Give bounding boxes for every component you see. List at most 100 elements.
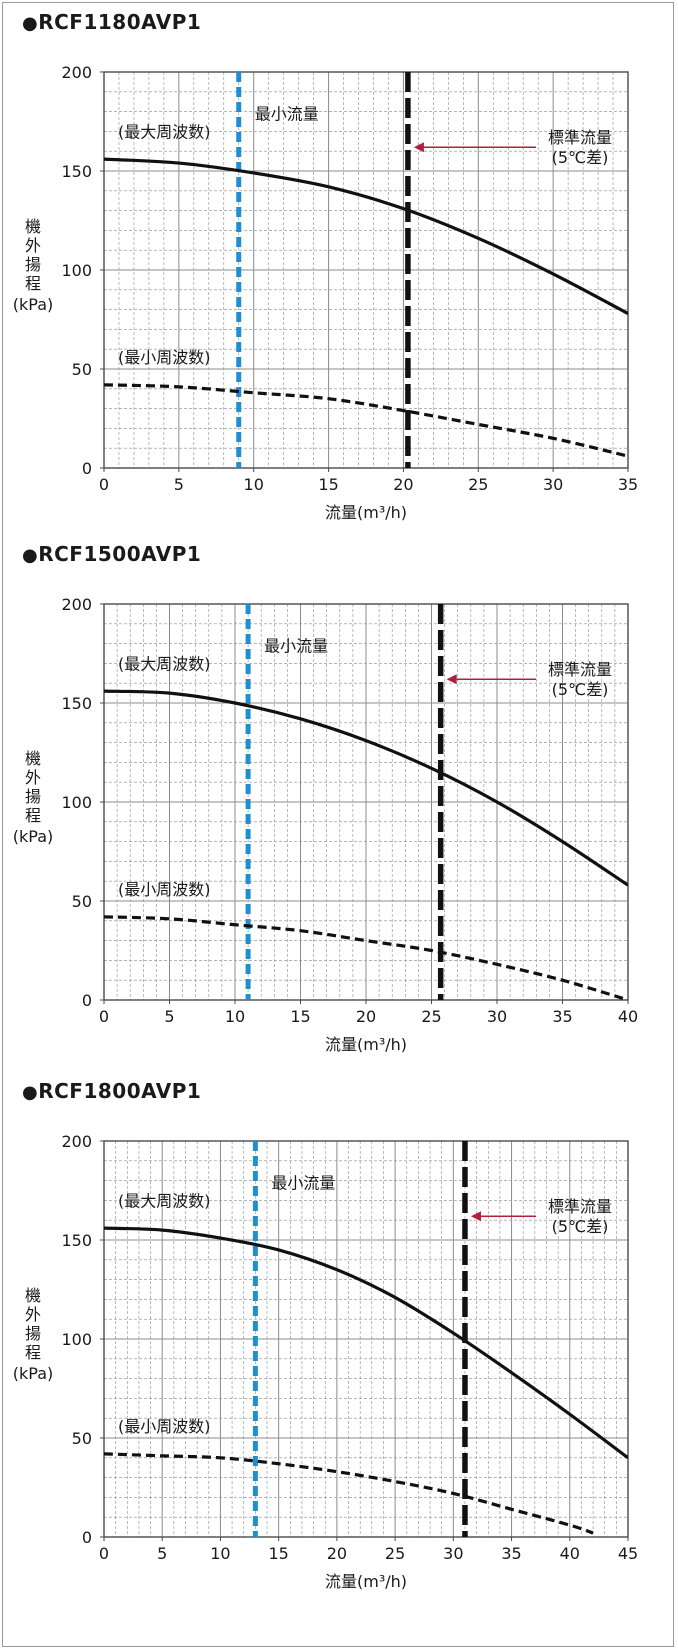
y-tick-label: 50	[72, 1429, 92, 1448]
chart-title-text: RCF1180AVP1	[38, 10, 202, 34]
bullet-icon: ●	[22, 1082, 39, 1103]
chart-title-text: RCF1500AVP1	[38, 542, 202, 566]
series-max-frequency-line	[104, 689, 628, 887]
x-tick-label: 35	[552, 1007, 572, 1026]
x-axis-label: 流量(m³/h)	[325, 1572, 407, 1591]
x-tick-label: 5	[164, 1007, 174, 1026]
y-tick-label: 150	[61, 1231, 92, 1250]
chart-title: ●RCF1800AVP1	[22, 1079, 201, 1103]
x-tick-label: 25	[385, 1544, 405, 1563]
standard-flow-sublabel: (5℃差)	[552, 148, 609, 167]
x-tick-label: 5	[157, 1544, 167, 1563]
standard-flow-sublabel: (5℃差)	[552, 1217, 609, 1236]
y-tick-label: 0	[82, 991, 92, 1010]
x-tick-label: 10	[210, 1544, 230, 1563]
chart-panel-rcf1800avp1: ●RCF1800AVP1 0 5 10 15 20 25 30 35 40 45 0 50 100 150…	[0, 1069, 678, 1609]
series-label-max-frequency: (最大周波数)	[118, 1191, 211, 1210]
y-tick-label: 100	[61, 793, 92, 812]
x-tick-label: 10	[225, 1007, 245, 1026]
chart-svg: 0 5 10 15 20 25 30 35 40 45 0 50 100 150 200 流量(m³/h) 機外…	[13, 1132, 638, 1591]
series-label-max-frequency: (最大周波数)	[118, 122, 211, 141]
x-tick-label: 40	[618, 1007, 638, 1026]
y-axis-label-char: 揚	[25, 255, 41, 274]
y-axis-label-char: 程	[25, 1343, 41, 1362]
chart-svg: 0 5 10 15 20 25 30 35 40 0 50 100 150 200 流量(m³/h) 機外揚程…	[13, 595, 638, 1054]
y-tick-label: 200	[61, 1132, 92, 1151]
x-tick-label: 25	[421, 1007, 441, 1026]
chart-panel-rcf1500avp1: ●RCF1500AVP1 0 5 10 15 20 25 30 35 40 0 50 100 150 20…	[0, 532, 678, 1072]
y-axis-label-char: 外	[25, 236, 41, 255]
min-flow-label: 最小流量	[264, 637, 328, 656]
y-tick-label: 200	[61, 595, 92, 614]
y-tick-label: 0	[82, 1528, 92, 1547]
y-tick-label: 50	[72, 892, 92, 911]
standard-flow-arrow-head	[470, 1211, 481, 1222]
series-min-frequency-line	[104, 1452, 594, 1535]
series-min-frequency-line	[104, 383, 628, 458]
y-tick-label: 200	[61, 63, 92, 82]
series-label-min-frequency: (最小周波数)	[118, 880, 211, 899]
y-axis-label-char: 揚	[25, 787, 41, 806]
bullet-icon: ●	[22, 13, 39, 34]
standard-flow-label: 標準流量	[548, 1197, 612, 1216]
x-tick-label: 20	[393, 475, 413, 494]
x-tick-label: 25	[468, 475, 488, 494]
x-tick-label: 15	[268, 1544, 288, 1563]
x-tick-label: 15	[318, 475, 338, 494]
y-axis-label-unit: (kPa)	[13, 1364, 53, 1383]
y-tick-label: 150	[61, 694, 92, 713]
standard-flow-label: 標準流量	[548, 660, 612, 679]
x-tick-label: 10	[244, 475, 264, 494]
x-axis-label: 流量(m³/h)	[325, 1035, 407, 1054]
x-tick-label: 40	[560, 1544, 580, 1563]
min-flow-label: 最小流量	[255, 105, 319, 124]
series-max-frequency-line	[104, 157, 628, 315]
y-tick-label: 100	[61, 261, 92, 280]
x-tick-label: 0	[99, 1007, 109, 1026]
y-axis-label-char: 外	[25, 1305, 41, 1324]
y-tick-label: 0	[82, 459, 92, 478]
y-tick-label: 100	[61, 1330, 92, 1349]
y-axis-label-unit: (kPa)	[13, 827, 53, 846]
bullet-icon: ●	[22, 545, 39, 566]
y-axis-label-char: 程	[25, 274, 41, 293]
x-tick-label: 30	[443, 1544, 463, 1563]
x-tick-label: 5	[174, 475, 184, 494]
y-axis-label-char: 程	[25, 806, 41, 825]
chart-title-text: RCF1800AVP1	[38, 1079, 202, 1103]
y-axis-label-char: 機	[25, 217, 41, 236]
y-tick-label: 150	[61, 162, 92, 181]
y-tick-label: 50	[72, 360, 92, 379]
chart-panel-rcf1180avp1: ●RCF1180AVP1 0 5 10 15 20 25 30 35 0 50 100 150 200 流…	[0, 0, 678, 540]
y-axis-label-unit: (kPa)	[13, 295, 53, 314]
y-axis-label-char: 外	[25, 768, 41, 787]
series-max-frequency-line	[104, 1226, 628, 1460]
y-axis-label-char: 機	[25, 749, 41, 768]
y-axis-label-char: 揚	[25, 1324, 41, 1343]
chart-title: ●RCF1500AVP1	[22, 542, 201, 566]
y-axis-label-char: 機	[25, 1286, 41, 1305]
x-tick-label: 30	[487, 1007, 507, 1026]
x-tick-label: 20	[327, 1544, 347, 1563]
chart-title: ●RCF1180AVP1	[22, 10, 201, 34]
series-min-frequency-line	[104, 915, 628, 1000]
x-tick-label: 35	[501, 1544, 521, 1563]
x-tick-label: 20	[356, 1007, 376, 1026]
standard-flow-label: 標準流量	[548, 128, 612, 147]
series-label-min-frequency: (最小周波数)	[118, 1417, 211, 1436]
x-tick-label: 0	[99, 475, 109, 494]
x-tick-label: 35	[618, 475, 638, 494]
standard-flow-arrow-head	[446, 674, 457, 685]
x-tick-label: 30	[543, 475, 563, 494]
standard-flow-sublabel: (5℃差)	[552, 680, 609, 699]
min-flow-label: 最小流量	[271, 1174, 335, 1193]
x-tick-label: 45	[618, 1544, 638, 1563]
standard-flow-arrow-head	[413, 142, 424, 153]
series-label-min-frequency: (最小周波数)	[118, 348, 211, 367]
x-tick-label: 15	[290, 1007, 310, 1026]
